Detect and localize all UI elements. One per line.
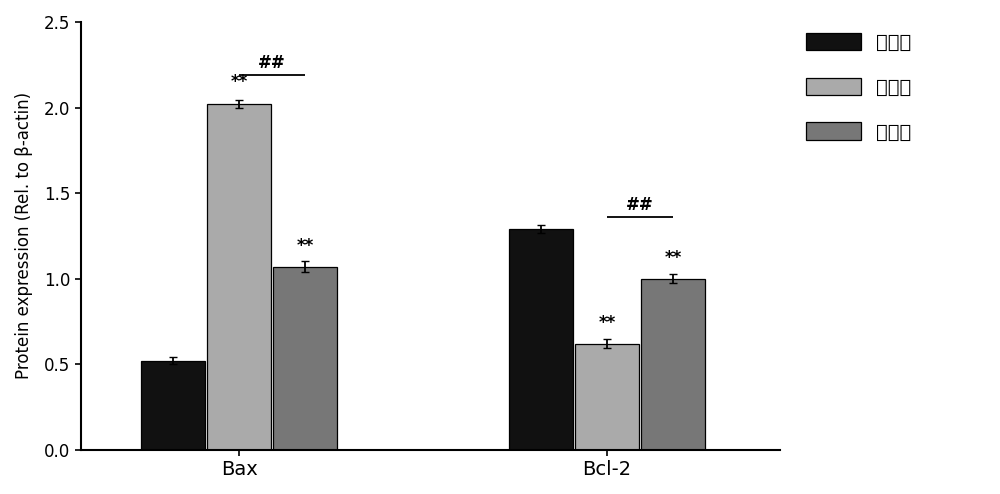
Bar <box>509 229 573 450</box>
Bar <box>575 343 639 450</box>
Text: **: ** <box>665 249 682 267</box>
Text: **: ** <box>598 314 616 332</box>
Bar <box>641 279 705 450</box>
Bar <box>273 267 337 450</box>
Bar <box>141 361 205 450</box>
Text: **: ** <box>230 73 248 91</box>
Text: ##: ## <box>258 54 286 72</box>
Text: **: ** <box>297 237 314 254</box>
Bar <box>207 104 271 450</box>
Y-axis label: Protein expression (Rel. to β-actin): Protein expression (Rel. to β-actin) <box>15 92 33 379</box>
Legend: 对照组, 模型组, 实验组: 对照组, 模型组, 实验组 <box>797 23 921 151</box>
Text: ##: ## <box>626 196 654 213</box>
